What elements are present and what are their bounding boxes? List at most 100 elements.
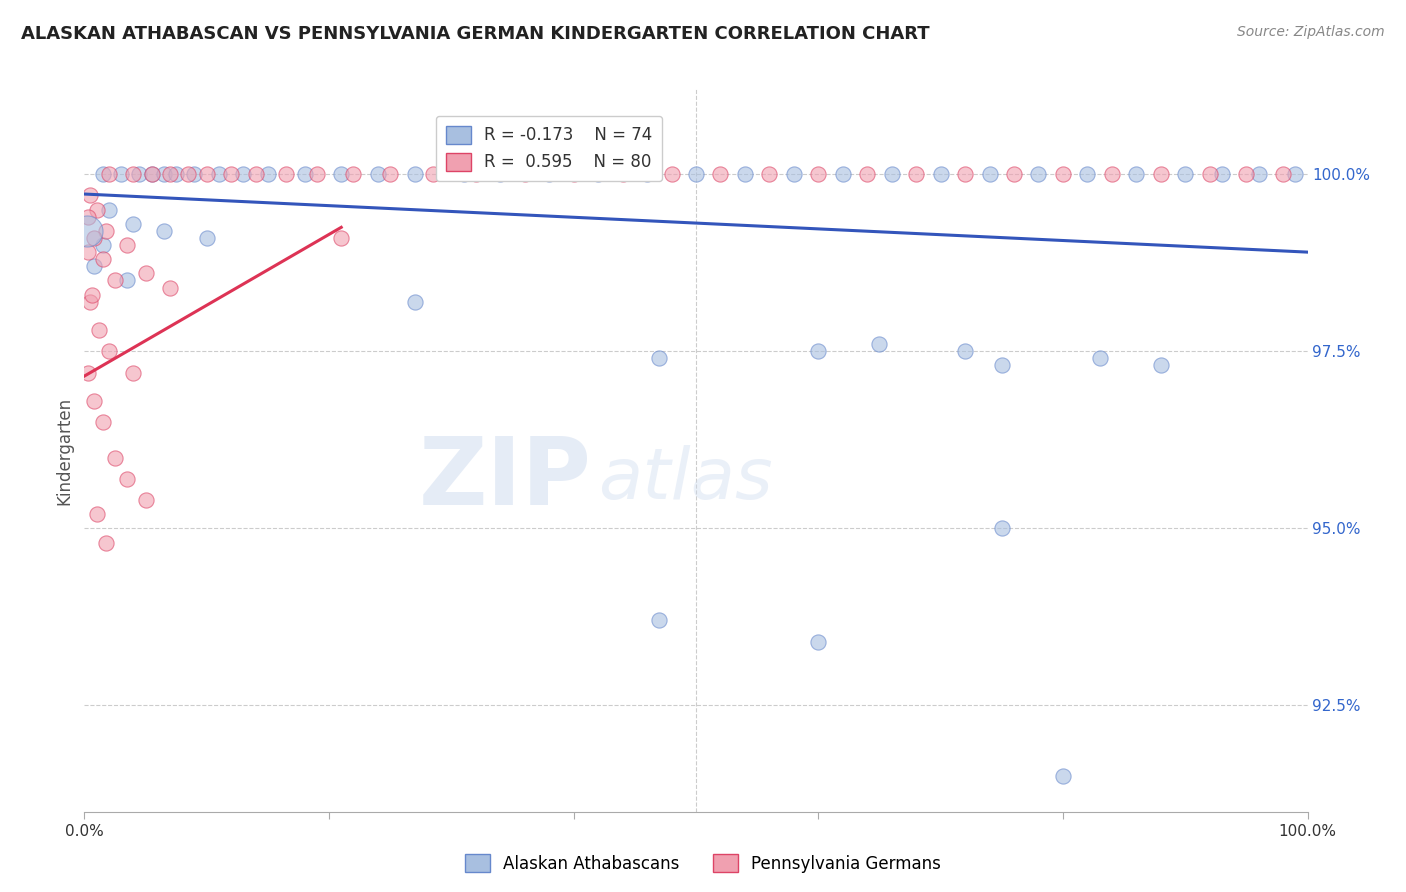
Point xyxy=(232,167,254,181)
Point xyxy=(953,167,976,181)
Point xyxy=(1272,167,1295,181)
Point xyxy=(104,273,127,287)
Point xyxy=(562,167,585,181)
Point xyxy=(636,167,658,181)
Point xyxy=(404,294,426,309)
Point xyxy=(135,266,157,280)
Point xyxy=(1076,167,1098,181)
Point xyxy=(115,273,138,287)
Point xyxy=(979,167,1001,181)
Point xyxy=(115,238,138,252)
Point xyxy=(330,167,353,181)
Point xyxy=(1052,769,1074,783)
Point xyxy=(1174,167,1197,181)
Point xyxy=(86,507,108,521)
Point xyxy=(807,344,830,359)
Point xyxy=(1101,167,1123,181)
Point xyxy=(77,245,100,260)
Point xyxy=(1150,359,1173,373)
Point xyxy=(831,167,853,181)
Point xyxy=(612,167,634,181)
Point xyxy=(807,634,830,648)
Point xyxy=(380,167,402,181)
Point xyxy=(1284,167,1306,181)
Point xyxy=(330,231,353,245)
Point xyxy=(77,210,100,224)
Point xyxy=(195,167,218,181)
Point xyxy=(135,493,157,508)
Point xyxy=(294,167,316,181)
Point xyxy=(122,167,145,181)
Point xyxy=(91,167,114,181)
Point xyxy=(513,167,536,181)
Point xyxy=(758,167,780,181)
Y-axis label: Kindergarten: Kindergarten xyxy=(55,396,73,505)
Point xyxy=(1236,167,1258,181)
Point xyxy=(953,344,976,359)
Point xyxy=(128,167,150,181)
Point xyxy=(257,167,280,181)
Point xyxy=(404,167,426,181)
Point xyxy=(1247,167,1270,181)
Point xyxy=(153,167,176,181)
Point xyxy=(80,287,103,301)
Point xyxy=(76,224,98,238)
Point xyxy=(141,167,163,181)
Point xyxy=(77,366,100,380)
Point xyxy=(305,167,328,181)
Point xyxy=(1052,167,1074,181)
Point xyxy=(97,344,120,359)
Point xyxy=(685,167,707,181)
Point xyxy=(86,202,108,217)
Point xyxy=(110,167,132,181)
Text: ALASKAN ATHABASCAN VS PENNSYLVANIA GERMAN KINDERGARTEN CORRELATION CHART: ALASKAN ATHABASCAN VS PENNSYLVANIA GERMA… xyxy=(21,25,929,43)
Point xyxy=(219,167,242,181)
Point xyxy=(648,614,671,628)
Point xyxy=(122,366,145,380)
Point xyxy=(880,167,903,181)
Point xyxy=(586,167,609,181)
Point xyxy=(122,217,145,231)
Text: atlas: atlas xyxy=(598,445,773,514)
Point xyxy=(807,167,830,181)
Point xyxy=(1211,167,1233,181)
Point xyxy=(159,280,181,294)
Point xyxy=(464,167,486,181)
Point xyxy=(905,167,928,181)
Point xyxy=(83,260,105,274)
Point xyxy=(1125,167,1147,181)
Text: Source: ZipAtlas.com: Source: ZipAtlas.com xyxy=(1237,25,1385,39)
Point xyxy=(245,167,267,181)
Point xyxy=(83,231,105,245)
Point xyxy=(87,323,110,337)
Point xyxy=(79,294,101,309)
Point xyxy=(734,167,756,181)
Point xyxy=(195,231,218,245)
Point xyxy=(538,167,561,181)
Point xyxy=(276,167,298,181)
Point xyxy=(489,167,512,181)
Point xyxy=(869,337,891,351)
Point xyxy=(1088,351,1111,366)
Point xyxy=(1150,167,1173,181)
Point xyxy=(141,167,163,181)
Point xyxy=(367,167,389,181)
Point xyxy=(165,167,187,181)
Point xyxy=(661,167,683,181)
Point xyxy=(929,167,952,181)
Point xyxy=(83,393,105,408)
Point xyxy=(1002,167,1025,181)
Point xyxy=(91,415,114,429)
Legend: Alaskan Athabascans, Pennsylvania Germans: Alaskan Athabascans, Pennsylvania German… xyxy=(458,847,948,880)
Point xyxy=(648,351,671,366)
Legend: R = -0.173    N = 74, R =  0.595    N = 80: R = -0.173 N = 74, R = 0.595 N = 80 xyxy=(436,116,662,181)
Point xyxy=(783,167,806,181)
Point xyxy=(208,167,231,181)
Point xyxy=(453,167,475,181)
Point xyxy=(91,238,114,252)
Point xyxy=(96,224,118,238)
Point xyxy=(342,167,364,181)
Point xyxy=(153,224,176,238)
Point xyxy=(79,188,101,202)
Point xyxy=(856,167,879,181)
